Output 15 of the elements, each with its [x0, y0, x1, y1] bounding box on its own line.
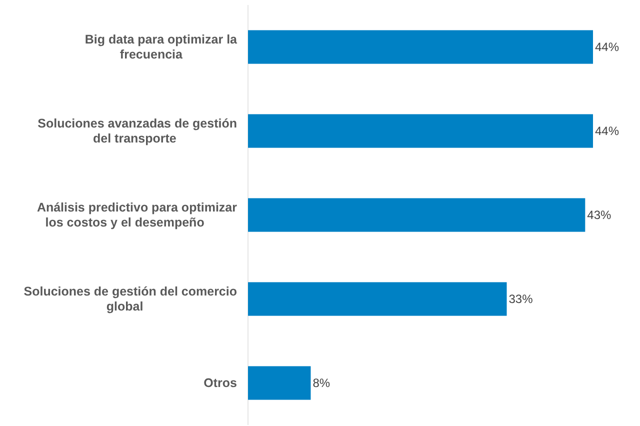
y-tick-label: Soluciones de gestión del comercio global [24, 284, 238, 314]
bar [248, 198, 586, 232]
bar [248, 366, 311, 400]
y-tick-label: Big data para optimizar la frecuencia [84, 32, 238, 62]
data-label: 8% [312, 376, 330, 390]
data-label: 44% [595, 124, 620, 138]
data-label: 43% [587, 208, 612, 222]
data-label: 33% [508, 292, 534, 306]
y-tick-label: Otros [204, 376, 238, 390]
bar [248, 282, 507, 316]
bar [248, 30, 593, 64]
data-label: 44% [595, 40, 620, 54]
y-tick-label: Análisis predictivo para optimizar los costos y el desempeño [36, 200, 238, 230]
y-tick-label: Soluciones avanzadas de gestión del transporte [38, 116, 237, 146]
bar [248, 114, 593, 148]
